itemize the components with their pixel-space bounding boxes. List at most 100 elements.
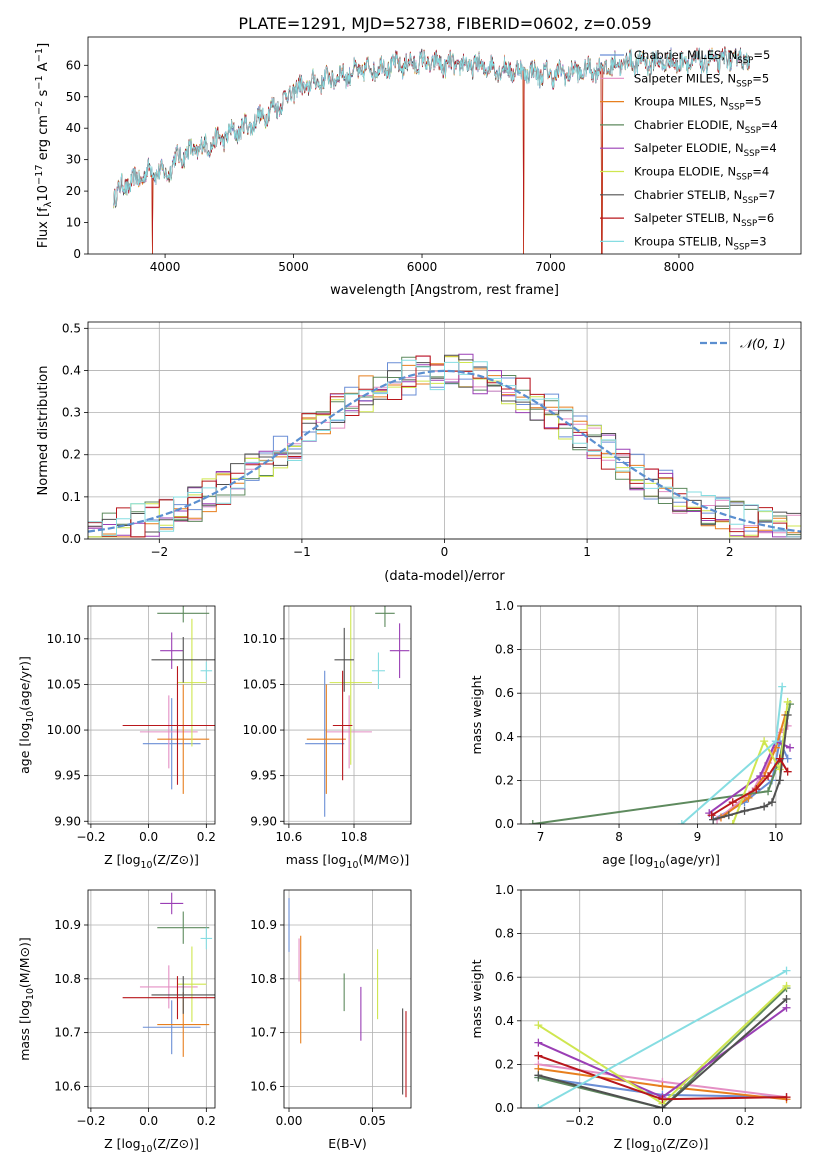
data-point	[375, 606, 395, 627]
x-axis-label: mass [log10(M/M⊙)]	[286, 852, 410, 871]
legend-label: Salpeter MILES, NSSP=5	[634, 71, 769, 89]
weight-marker	[767, 798, 776, 807]
y-tick-label: 10.9	[250, 918, 277, 932]
weight-marker	[783, 767, 792, 776]
weight-marker	[534, 1071, 543, 1080]
legend-label: Salpeter STELIB, NSSP=6	[634, 211, 774, 229]
y-axis-label: mass weight	[469, 675, 484, 754]
y-tick-label: 0.6	[495, 686, 514, 700]
x-tick-label: 0.0	[139, 1114, 158, 1128]
panel-mass_weight_vs_Z: −0.2 0.0 0.2 0.0 0.2 0.4 0.6 0.8 1.0 Z [log10(Z/Z…	[469, 883, 802, 1155]
x-tick-label: 0.0	[653, 1114, 672, 1128]
plot-area	[305, 606, 410, 817]
y-tick-label: 1.0	[495, 599, 514, 613]
weight-marker	[728, 820, 737, 824]
y-tick-label: 0.4	[495, 1014, 514, 1028]
x-tick-label: 0.2	[736, 1114, 755, 1128]
weight-marker	[764, 787, 773, 796]
panels: 4000 5000 6000 7000 80000102030405060wavelen…	[17, 36, 802, 1155]
x-axis-label: Z [log10(Z/Z⊙)]	[104, 852, 199, 871]
data-point	[200, 661, 213, 680]
panel-mass_vs_ebv: 0.00 0.05 10.6 10.7 10.8 10.9 E(B-V)	[250, 889, 412, 1151]
data-point	[142, 698, 201, 790]
plot-area	[88, 353, 801, 538]
y-tick-label: 0.2	[495, 1057, 514, 1071]
data-point	[177, 946, 207, 1022]
weight-line	[538, 987, 788, 1108]
x-tick-label: 7000	[535, 260, 566, 274]
x-tick-label: 10	[768, 830, 783, 844]
weight-line	[731, 701, 789, 824]
y-tick-label: 0.4	[62, 363, 81, 377]
x-tick-label: −0.2	[76, 1114, 105, 1128]
y-tick-label: 1.0	[495, 883, 514, 897]
panel-spectrum: 4000 5000 6000 7000 8000 0 10 20 30 40 50 60 wavelen…	[34, 36, 802, 298]
data-point	[389, 623, 410, 679]
data-point	[305, 670, 345, 817]
y-tick-label: 0.2	[62, 448, 81, 462]
plot-area	[113, 46, 750, 254]
weight-marker	[782, 1093, 791, 1102]
data-point	[371, 652, 385, 690]
panel-mass_weight_vs_age: 7 8 9 10 0.0 0.2 0.4 0.6 0.8 1.0 age [log10(age/yr…	[469, 599, 802, 871]
x-axis-label: wavelength [Angstrom, rest frame]	[330, 283, 559, 298]
y-axis-label: mass [log10(M/M⊙)]	[17, 937, 36, 1061]
data-point	[139, 695, 198, 769]
x-tick-label: 0.05	[359, 1114, 386, 1128]
y-tick-label: 0.2	[495, 773, 514, 787]
y-axis-label: mass weight	[469, 959, 484, 1038]
weight-marker	[534, 1051, 543, 1060]
legend-label: Kroupa ELODIE, NSSP=4	[634, 165, 769, 183]
x-tick-label: 0.0	[139, 830, 158, 844]
x-tick-label: −1	[293, 545, 311, 559]
legend-label: Chabrier MILES, NSSP=5	[634, 48, 770, 66]
histogram-step	[88, 359, 801, 538]
y-tick-label: 9.90	[54, 814, 81, 828]
x-tick-label: 1	[583, 545, 591, 559]
y-tick-label: 0.4	[495, 730, 514, 744]
weight-marker	[760, 802, 769, 811]
y-tick-label: 10.00	[47, 723, 81, 737]
weight-marker	[775, 754, 784, 763]
weight-line	[711, 756, 789, 817]
x-tick-label: 0.2	[197, 1114, 216, 1128]
weight-marker	[782, 995, 791, 1003]
x-tick-label: 8	[615, 830, 623, 844]
weight-marker	[709, 815, 718, 824]
y-tick-label: 0.6	[495, 970, 514, 984]
x-tick-label: 7	[537, 830, 545, 844]
data-point	[334, 627, 355, 692]
weight-marker	[783, 697, 792, 706]
y-tick-label: 40	[66, 121, 81, 135]
y-tick-label: 30	[66, 153, 81, 167]
y-axis-label: Normed distribution	[36, 366, 51, 496]
legend-label: Chabrier STELIB, NSSP=7	[634, 188, 775, 206]
y-tick-label: 20	[66, 184, 81, 198]
y-tick-label: 0.5	[62, 321, 81, 335]
y-tick-label: 10.6	[250, 1079, 277, 1093]
y-tick-label: 0.3	[62, 406, 81, 420]
x-tick-label: 10.8	[341, 830, 368, 844]
weight-marker	[534, 1038, 543, 1047]
panel-age_vs_mass: 10.6 10.8 9.90 9.95 10.00 10.05 10.10 mass [log…	[243, 605, 412, 871]
plot-area	[288, 898, 407, 1098]
weight-marker	[528, 820, 537, 824]
axes-frame	[87, 889, 216, 1109]
weight-marker	[658, 1082, 667, 1091]
y-axis-label: Flux [fλ10−17 erg cm−2 s−1 A−1]	[34, 43, 54, 248]
y-tick-label: 50	[66, 90, 81, 104]
weight-marker	[724, 811, 733, 820]
y-tick-label: 10.7	[54, 1026, 81, 1040]
y-tick-label: 10.8	[250, 972, 277, 986]
y-tick-label: 60	[66, 58, 81, 72]
weight-marker	[658, 1095, 667, 1104]
axes-frame	[520, 605, 802, 825]
spectrum-line	[113, 47, 750, 207]
y-tick-label: 10	[66, 216, 81, 230]
x-tick-label: 6000	[407, 260, 438, 274]
weight-marker	[786, 743, 795, 752]
data-point	[151, 637, 215, 683]
data-point	[177, 618, 207, 747]
y-tick-label: 10.8	[54, 972, 81, 986]
weight-marker	[534, 1104, 543, 1108]
